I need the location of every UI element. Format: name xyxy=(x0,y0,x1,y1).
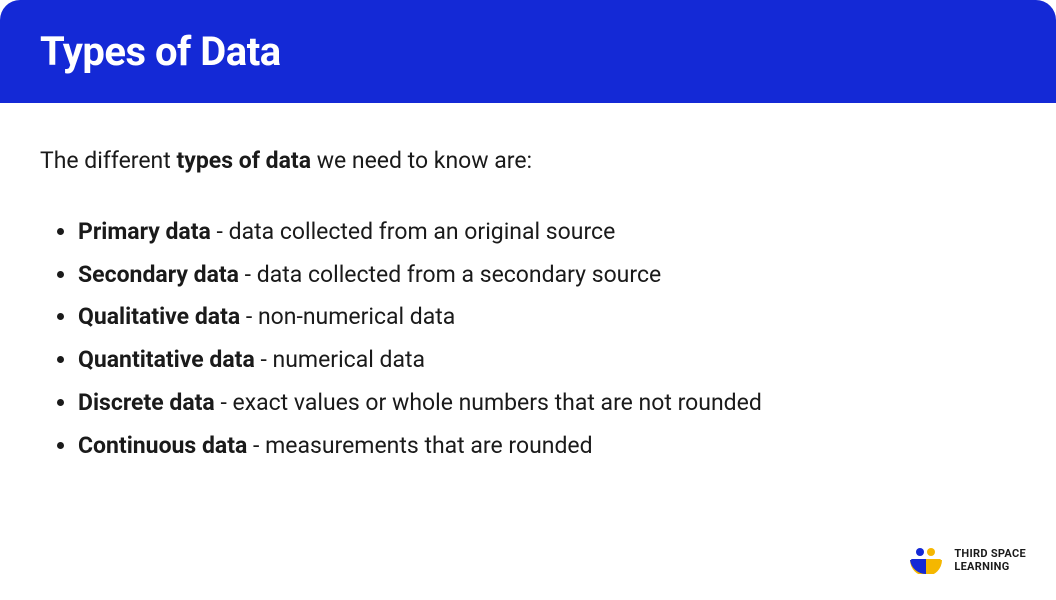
intro-prefix: The different xyxy=(40,147,176,174)
slide-title: Types of Data xyxy=(40,28,1016,75)
brand-text: THIRD SPACE LEARNING xyxy=(954,547,1026,573)
list-desc: - exact values or whole numbers that are… xyxy=(215,389,762,416)
list-term: Qualitative data xyxy=(78,303,240,330)
list-term: Discrete data xyxy=(78,389,215,416)
list-item: Discrete data - exact values or whole nu… xyxy=(78,385,1016,422)
brand-line2: LEARNING xyxy=(954,560,1026,573)
list-term: Quantitative data xyxy=(78,346,255,373)
data-types-list: Primary data - data collected from an or… xyxy=(40,214,1016,465)
brand-logo-icon xyxy=(908,546,944,574)
intro-text: The different types of data we need to k… xyxy=(40,143,1016,180)
list-item: Primary data - data collected from an or… xyxy=(78,214,1016,251)
list-desc: - data collected from a secondary source xyxy=(239,261,661,288)
slide-header: Types of Data xyxy=(0,0,1056,103)
list-desc: - data collected from an original source xyxy=(211,218,615,245)
list-desc: - non-numerical data xyxy=(240,303,455,330)
intro-bold: types of data xyxy=(176,147,311,174)
brand-footer: THIRD SPACE LEARNING xyxy=(908,546,1026,574)
list-item: Secondary data - data collected from a s… xyxy=(78,257,1016,294)
intro-suffix: we need to know are: xyxy=(311,147,532,174)
list-desc: - numerical data xyxy=(255,346,425,373)
list-item: Qualitative data - non-numerical data xyxy=(78,299,1016,336)
slide-card: Types of Data The different types of dat… xyxy=(0,0,1056,600)
list-term: Secondary data xyxy=(78,261,239,288)
slide-body: The different types of data we need to k… xyxy=(0,103,1056,465)
list-item: Continuous data - measurements that are … xyxy=(78,428,1016,465)
list-desc: - measurements that are rounded xyxy=(247,432,592,459)
list-item: Quantitative data - numerical data xyxy=(78,342,1016,379)
list-term: Continuous data xyxy=(78,432,247,459)
brand-line1: THIRD SPACE xyxy=(954,547,1026,560)
list-term: Primary data xyxy=(78,218,211,245)
